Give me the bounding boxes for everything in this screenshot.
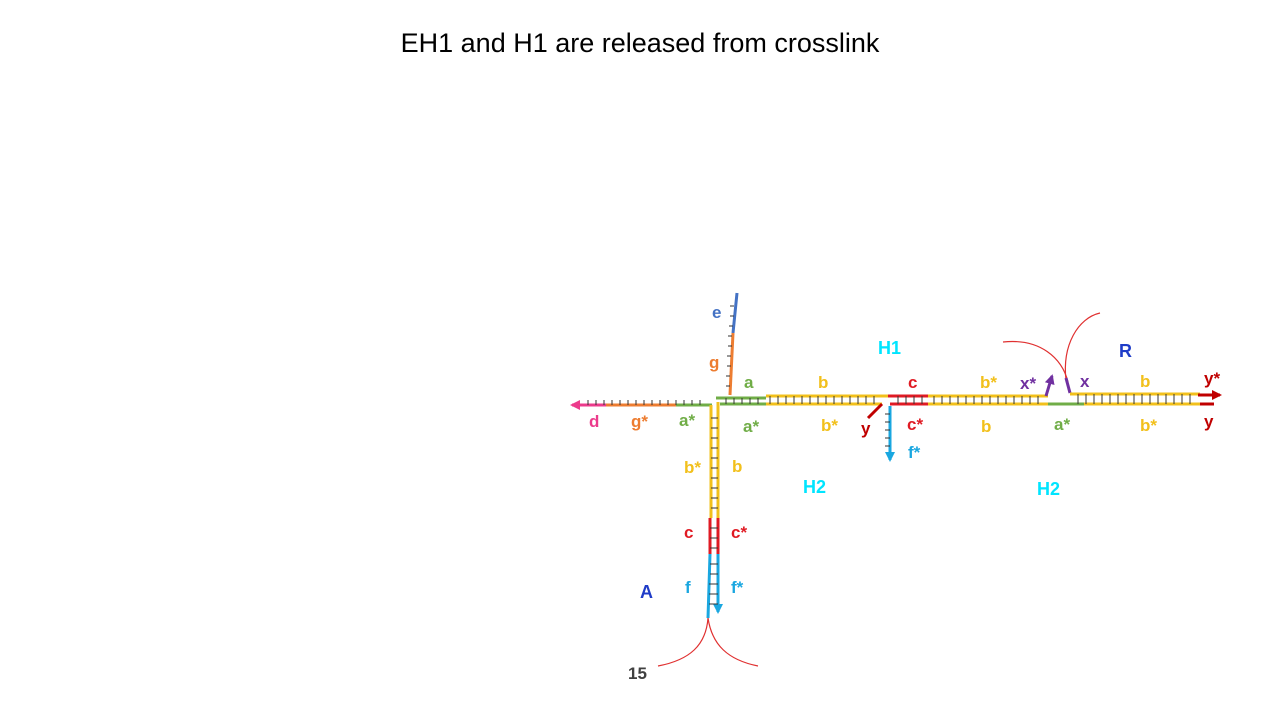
label-b-vert: b — [732, 457, 742, 476]
hash-ticks-horizontal — [587, 394, 1191, 447]
label-fstar-vert: f* — [731, 578, 744, 597]
label-bstar-top: b* — [980, 373, 997, 392]
strand-segment-y-left — [866, 402, 884, 420]
label-H1: H1 — [878, 338, 901, 358]
label-H2-right: H2 — [1037, 479, 1060, 499]
label-b-top1: b — [818, 373, 828, 392]
hash-ticks-vertical — [709, 417, 718, 605]
label-ystar: y* — [1204, 369, 1220, 388]
strand-segment-f-vert — [706, 553, 712, 619]
label-c-vert: c — [684, 523, 693, 542]
label-R: R — [1119, 341, 1132, 361]
label-c-top: c — [908, 373, 917, 392]
loop-arc-bottom-left — [657, 617, 709, 667]
label-astar-right: a* — [1054, 415, 1070, 434]
label-y-right: y — [1204, 412, 1214, 431]
page-number: 15 — [628, 664, 647, 683]
strand-segment-x — [1064, 377, 1072, 394]
strand-segment-xstar — [1044, 374, 1055, 397]
label-H2-left: H2 — [803, 477, 826, 497]
label-xstar: x* — [1020, 374, 1036, 393]
loop-arc-top-right — [1064, 312, 1101, 381]
label-cstar-vert: c* — [731, 523, 747, 542]
label-x: x — [1080, 372, 1090, 391]
label-gstar: g* — [631, 412, 648, 431]
label-f-vert: f — [685, 578, 691, 597]
label-y-left: y — [861, 419, 871, 438]
label-g: g — [709, 353, 719, 372]
slide-title: EH1 and H1 are released from crosslink — [400, 28, 880, 58]
label-a-top: a — [744, 373, 754, 392]
label-cstar-mid: c* — [907, 415, 923, 434]
label-b-top2: b — [1140, 372, 1150, 391]
label-bstar-right: b* — [1140, 416, 1157, 435]
hash-ticks-upper-vertical — [726, 305, 734, 387]
strand-segment-e — [731, 292, 739, 334]
label-d: d — [589, 412, 599, 431]
label-astar-left: a* — [679, 411, 695, 430]
label-fstar-mid: f* — [908, 443, 921, 462]
label-A: A — [640, 582, 653, 602]
label-b-mid: b — [981, 417, 991, 436]
label-e: e — [712, 303, 721, 322]
label-bstar-vert: b* — [684, 458, 701, 477]
label-astar-mid: a* — [743, 417, 759, 436]
label-bstar-mid: b* — [821, 416, 838, 435]
loop-arc-bottom-right — [707, 617, 759, 667]
strand-segment-g — [728, 332, 735, 396]
